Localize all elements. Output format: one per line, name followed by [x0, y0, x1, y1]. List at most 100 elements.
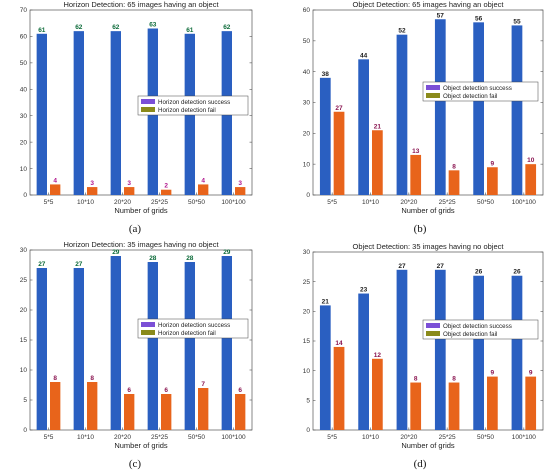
x-tick-label: 100*100: [221, 434, 246, 441]
data-label-success: 38: [322, 71, 330, 78]
bar-fail: [487, 167, 498, 195]
chart-panel-3: Horizon Detection: 35 images having no o…: [20, 240, 253, 470]
y-tick-label: 20: [303, 309, 311, 316]
bar-success: [110, 256, 121, 430]
bar-success: [36, 268, 47, 430]
bar-fail: [487, 376, 498, 430]
legend-swatch: [141, 330, 155, 335]
data-label-fail: 7: [201, 381, 205, 388]
y-tick-label: 20: [303, 131, 311, 138]
legend-entry: Horizon detection fail: [158, 330, 216, 337]
data-label-fail: 4: [53, 177, 57, 184]
y-tick-label: 10: [303, 368, 311, 375]
legend-entry: Horizon detection fail: [158, 107, 216, 114]
y-tick-label: 5: [306, 398, 310, 405]
x-tick-label: 5*5: [327, 199, 337, 206]
data-label-fail: 9: [491, 370, 495, 377]
data-label-success: 52: [398, 28, 406, 35]
y-tick-label: 40: [303, 69, 311, 76]
data-label-success: 28: [186, 255, 194, 262]
data-label-fail: 6: [127, 387, 131, 394]
x-tick-label: 5*5: [44, 199, 54, 206]
y-tick-label: 10: [20, 367, 28, 374]
bar-success: [358, 59, 369, 196]
data-label-success: 61: [186, 27, 194, 34]
bar-fail: [410, 154, 422, 195]
bar-success: [396, 34, 408, 195]
panel-caption: (c): [129, 458, 142, 470]
chart-title: Horizon Detection: 65 images having an o…: [63, 0, 219, 9]
x-axis-label: Number of grids: [401, 206, 455, 215]
bar-success: [73, 268, 84, 430]
bar-success: [434, 19, 446, 195]
bar-fail: [87, 187, 98, 195]
bar-fail: [333, 346, 345, 430]
bar-success: [147, 262, 158, 430]
data-label-fail: 3: [127, 180, 131, 187]
bar-fail: [525, 376, 537, 430]
x-tick-label: 50*50: [477, 199, 494, 206]
data-label-success: 27: [38, 261, 46, 268]
bar-fail: [448, 382, 460, 430]
data-label-fail: 8: [90, 375, 94, 382]
legend-entry: Object detection success: [443, 323, 512, 330]
data-label-success: 28: [149, 255, 157, 262]
data-label-fail: 21: [374, 123, 382, 130]
bar-fail: [333, 111, 345, 195]
data-label-fail: 8: [452, 376, 456, 383]
bar-success: [319, 77, 331, 195]
legend-swatch: [426, 331, 440, 336]
bar-success: [511, 275, 523, 430]
legend-entry: Object detection success: [443, 85, 512, 92]
x-axis-label: Number of grids: [114, 441, 168, 450]
bar-success: [473, 275, 484, 430]
data-label-success: 26: [475, 269, 483, 276]
bar-success: [110, 31, 121, 196]
data-label-fail: 27: [335, 105, 343, 112]
y-tick-label: 10: [303, 161, 311, 168]
x-tick-label: 20*20: [114, 434, 131, 441]
legend-box: [137, 318, 249, 339]
chart-panel-4: Object Detection: 35 images having no ob…: [303, 242, 544, 470]
bar-fail: [87, 382, 98, 430]
x-tick-label: 10*10: [77, 434, 94, 441]
plot-frame: [312, 251, 544, 431]
y-tick-label: 5: [23, 397, 27, 404]
legend-swatch: [141, 107, 155, 112]
bar-fail: [525, 164, 537, 195]
legend-box: [422, 81, 539, 102]
y-tick-label: 20: [20, 139, 28, 146]
legend-swatch: [426, 323, 440, 328]
x-axis-label: Number of grids: [114, 206, 168, 215]
y-tick-label: 0: [306, 427, 310, 434]
data-label-success: 29: [112, 249, 120, 256]
bar-success: [36, 33, 47, 196]
bar-success: [396, 269, 408, 430]
data-label-fail: 3: [90, 180, 94, 187]
x-tick-label: 25*25: [151, 434, 168, 441]
y-tick-label: 10: [20, 166, 28, 173]
bar-fail: [124, 394, 135, 430]
legend-box: [422, 319, 539, 340]
bar-fail: [198, 184, 209, 195]
bar-fail: [161, 189, 172, 195]
data-label-success: 27: [398, 263, 406, 270]
bar-success: [184, 262, 195, 430]
chart-panel-2: Object Detection: 65 images having an ob…: [303, 0, 544, 235]
chart-panel-1: Horizon Detection: 65 images having an o…: [20, 0, 253, 235]
x-tick-label: 20*20: [114, 199, 131, 206]
x-tick-label: 25*25: [439, 199, 456, 206]
data-label-fail: 13: [412, 148, 420, 155]
data-label-fail: 8: [53, 375, 57, 382]
x-tick-label: 100*100: [512, 199, 537, 206]
data-label-fail: 10: [527, 157, 535, 164]
x-axis-label: Number of grids: [401, 441, 455, 450]
y-tick-label: 60: [20, 34, 28, 41]
legend-swatch: [141, 322, 155, 327]
data-label-success: 62: [223, 24, 231, 31]
bar-success: [473, 22, 484, 196]
data-label-fail: 14: [335, 340, 343, 347]
bar-success: [434, 269, 446, 430]
